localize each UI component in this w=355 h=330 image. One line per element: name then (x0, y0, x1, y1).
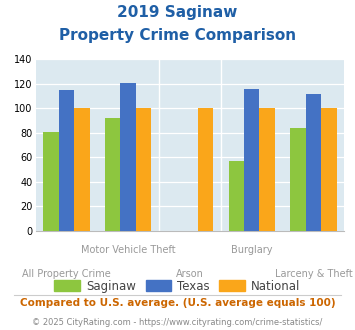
Bar (306, 94, 321, 231)
Legend: Saginaw, Texas, National: Saginaw, Texas, National (50, 275, 305, 297)
Bar (136, 109, 151, 231)
Text: Arson: Arson (176, 269, 204, 279)
Bar (120, 83, 136, 231)
Text: 2019 Saginaw: 2019 Saginaw (117, 5, 238, 20)
Bar (74, 109, 89, 231)
Text: Larceny & Theft: Larceny & Theft (274, 269, 353, 279)
Text: All Property Crime: All Property Crime (22, 269, 111, 279)
Text: Motor Vehicle Theft: Motor Vehicle Theft (81, 245, 175, 255)
Text: Property Crime Comparison: Property Crime Comparison (59, 28, 296, 43)
Bar (244, 89, 260, 231)
Bar (321, 109, 337, 231)
Text: Compared to U.S. average. (U.S. average equals 100): Compared to U.S. average. (U.S. average … (20, 298, 335, 308)
Text: © 2025 CityRating.com - https://www.cityrating.com/crime-statistics/: © 2025 CityRating.com - https://www.city… (32, 318, 323, 327)
Bar (43, 132, 59, 231)
Bar (229, 161, 244, 231)
Bar (198, 109, 213, 231)
Text: Burglary: Burglary (231, 245, 272, 255)
Bar (59, 90, 74, 231)
Bar (290, 128, 306, 231)
Bar (260, 109, 275, 231)
Bar (105, 118, 120, 231)
